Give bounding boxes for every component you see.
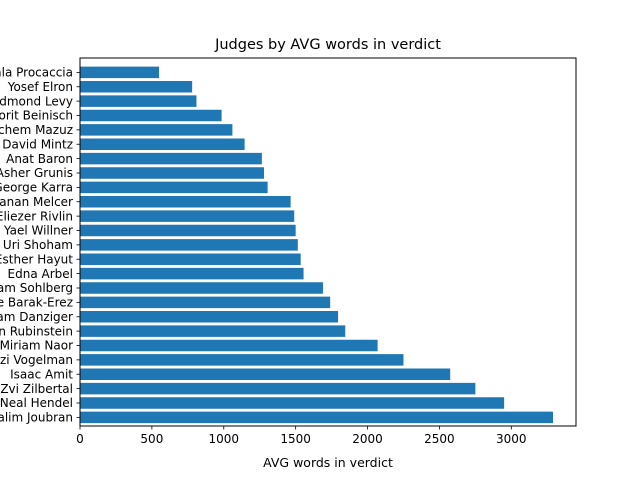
y-tick-label: George Karra [0, 181, 73, 195]
x-tick-label: 1500 [280, 432, 311, 446]
x-tick-label: 1000 [208, 432, 239, 446]
bar [80, 95, 197, 107]
y-tick-label: Uzi Vogelman [0, 353, 73, 367]
y-tick-label: Edna Arbel [8, 267, 73, 281]
y-tick-label: Dorit Beinisch [0, 109, 73, 123]
bar [80, 354, 404, 366]
x-tick-label: 3000 [496, 432, 527, 446]
bar [80, 181, 268, 194]
y-tick-label: Noam Sohlberg [0, 281, 73, 295]
y-tick-label: David Mintz [2, 137, 73, 151]
bar [80, 196, 291, 208]
bar [80, 282, 323, 294]
y-tick-label: Salim Joubran [0, 411, 73, 425]
x-axis-label: AVG words in verdict [263, 455, 393, 470]
bar [80, 267, 304, 280]
y-tick-label: Edmond Levy [0, 94, 73, 108]
bar [80, 152, 262, 165]
x-axis-ticks: 0 500 1000 1500 2000 2500 3000 [76, 426, 527, 446]
bar [80, 167, 265, 179]
bar [80, 66, 160, 79]
bars-group [80, 66, 553, 424]
y-tick-label: Zvi Zilbertal [0, 382, 73, 396]
y-tick-label: Uri Shoham [3, 238, 73, 252]
bar [80, 296, 331, 309]
bar [80, 138, 245, 150]
bar [80, 382, 476, 395]
y-tick-label: Daphne Barak-Erez [0, 296, 73, 310]
y-tick-label: Yosef Elron [7, 80, 73, 94]
bar [80, 109, 222, 122]
x-tick-label: 2000 [352, 432, 383, 446]
bar [80, 124, 233, 136]
y-tick-label: Anat Baron [6, 152, 73, 166]
bar [80, 239, 298, 251]
chart-title: Judges by AVG words in verdict [214, 37, 441, 53]
bar [80, 368, 451, 380]
y-tick-label: Eliezer Rivlin [0, 209, 73, 223]
y-tick-label: Ayala Procaccia [0, 66, 73, 80]
y-tick-label: Neal Hendel [0, 396, 73, 410]
bar [80, 339, 378, 352]
y-tick-label: Hanan Melcer [0, 195, 73, 209]
bar [80, 311, 339, 323]
y-tick-label: Miriam Naor [0, 339, 73, 353]
bar [80, 325, 346, 337]
bar [80, 253, 301, 265]
y-tick-label: Yael Willner [3, 224, 73, 238]
y-tick-label: Amnon Rubinstein [0, 324, 73, 338]
bar [80, 210, 295, 222]
y-tick-label: Menachem Mazuz [0, 123, 73, 137]
axes-frame [79, 57, 577, 427]
x-tick-label: 500 [140, 432, 163, 446]
y-tick-label: Isaac Amit [10, 367, 73, 381]
y-tick-label: Asher Grunis [0, 166, 73, 180]
bar [80, 81, 193, 93]
y-tick-label: Yoram Danziger [0, 310, 73, 324]
x-tick-label: 0 [76, 432, 84, 446]
bar [80, 397, 505, 409]
bar [80, 411, 553, 424]
x-tick-label: 2500 [424, 432, 455, 446]
y-tick-label: Esther Hayut [0, 252, 73, 266]
bar [80, 224, 296, 237]
